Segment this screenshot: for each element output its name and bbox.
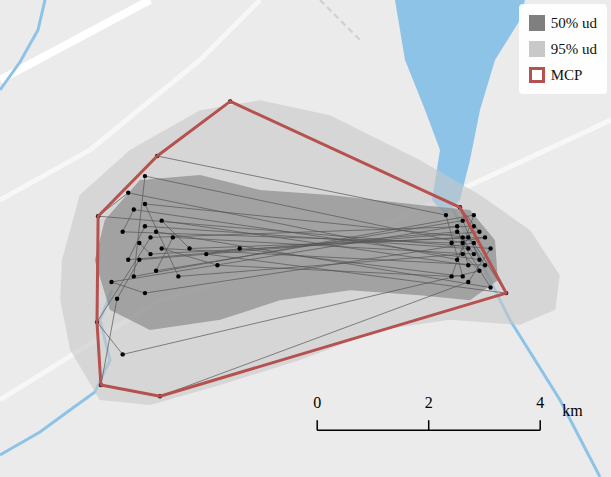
svg-text:4: 4 [536, 394, 544, 411]
svg-text:0: 0 [313, 394, 321, 411]
html-text:95% ud: 95% ud [550, 40, 597, 57]
svg-text:2: 2 [425, 394, 433, 411]
html-text:50% ud: 50% ud [550, 14, 597, 31]
html-text:MCP: MCP [550, 66, 583, 83]
svg-text:km: km [562, 402, 583, 419]
